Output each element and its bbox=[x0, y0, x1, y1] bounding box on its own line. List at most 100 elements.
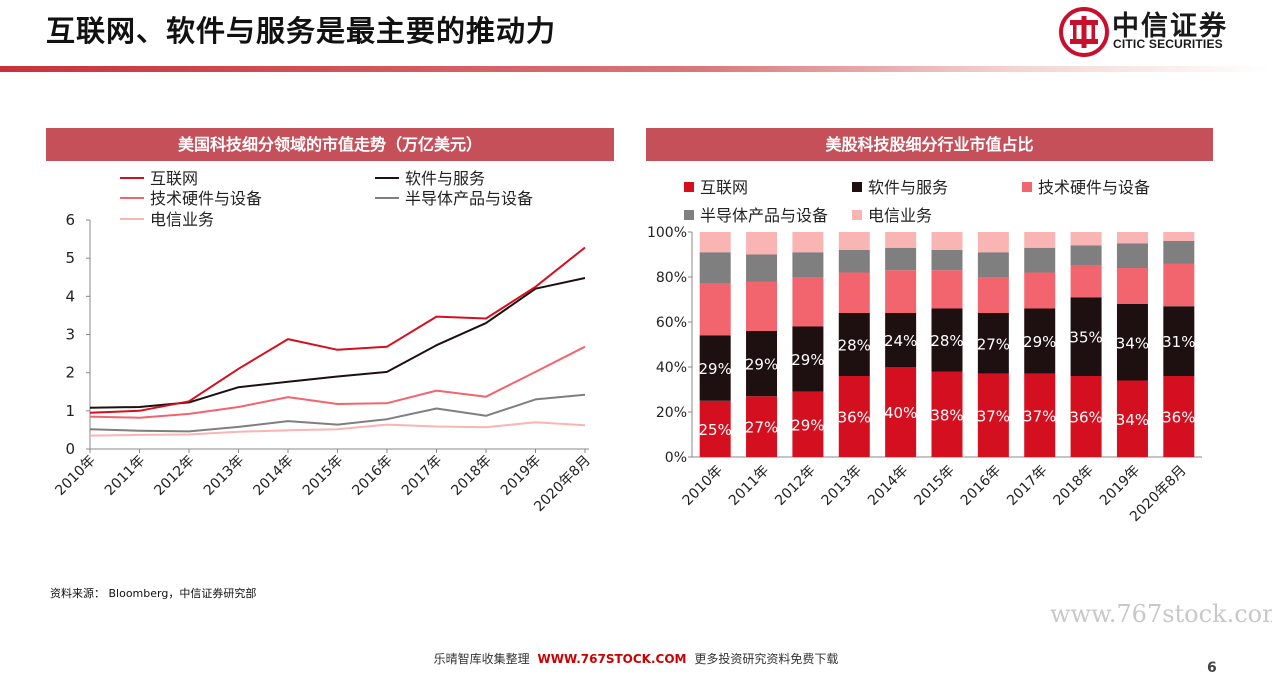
bar-segment bbox=[1116, 380, 1148, 457]
data-label: 36% bbox=[1069, 409, 1102, 427]
series-line bbox=[89, 246, 586, 414]
data-label: 29% bbox=[745, 356, 778, 374]
citic-logo: 中信证券 CITIC SECURITIES bbox=[1058, 4, 1248, 60]
y-tick-label: 0% bbox=[665, 450, 687, 466]
bar-segment bbox=[699, 232, 731, 253]
bar-segment bbox=[1070, 232, 1102, 246]
x-tick-label: 2018年 bbox=[1051, 463, 1097, 509]
series-line bbox=[89, 345, 586, 419]
logo-english-name: CITIC SECURITIES bbox=[1113, 37, 1223, 51]
data-label: 37% bbox=[977, 407, 1010, 425]
bar-segment bbox=[838, 232, 870, 250]
data-label: 28% bbox=[930, 332, 963, 350]
x-tick-label: 2013年 bbox=[201, 453, 247, 499]
bar-segment bbox=[885, 247, 917, 271]
bar-segment bbox=[1163, 232, 1195, 241]
bar-segment bbox=[746, 331, 778, 397]
right-chart-title: 美股科技股细分行业市值占比 bbox=[646, 128, 1213, 161]
source-note: 资料来源： Bloomberg，中信证券研究部 bbox=[50, 587, 257, 600]
data-label: 29% bbox=[791, 351, 824, 369]
bar-segment bbox=[746, 396, 778, 457]
y-tick-label: 2 bbox=[65, 364, 75, 382]
legend-swatch bbox=[684, 210, 694, 220]
data-label: 25% bbox=[699, 421, 732, 439]
bar-segment bbox=[792, 232, 824, 253]
data-label: 34% bbox=[1116, 334, 1149, 352]
bar-segment bbox=[1116, 304, 1148, 381]
x-tick-label: 2015年 bbox=[300, 453, 346, 499]
bar-segment bbox=[1070, 245, 1102, 266]
bar-segment bbox=[1024, 373, 1056, 457]
bar-segment bbox=[1024, 247, 1056, 273]
y-tick-label: 5 bbox=[65, 249, 75, 267]
page-title: 互联网、软件与服务是最主要的推动力 bbox=[46, 14, 557, 48]
legend-swatch bbox=[852, 210, 862, 220]
bar-segment bbox=[1163, 241, 1195, 264]
x-tick-label: 2013年 bbox=[819, 463, 865, 509]
legend-label: 半导体产品与设备 bbox=[405, 189, 533, 208]
legend-swatch bbox=[684, 182, 694, 192]
bar-segment bbox=[977, 277, 1009, 313]
bar-segment bbox=[885, 313, 917, 367]
x-tick-label: 2018年 bbox=[448, 453, 494, 499]
x-tick-label: 2012年 bbox=[772, 463, 818, 509]
data-label: 24% bbox=[884, 332, 917, 350]
x-tick-label: 2010年 bbox=[680, 463, 726, 509]
bar-segment bbox=[1116, 232, 1148, 244]
footer: 乐晴智库收集整理 WWW.767STOCK.COM 更多投资研究资料免费下载 bbox=[0, 650, 1272, 667]
y-tick-label: 80% bbox=[656, 270, 687, 286]
bar-segment bbox=[838, 313, 870, 376]
bar-segment bbox=[931, 270, 963, 309]
bar-segment bbox=[1116, 268, 1148, 304]
bar-segment bbox=[699, 335, 731, 401]
bar-segment bbox=[746, 254, 778, 282]
logo-chinese-name: 中信证券 bbox=[1112, 11, 1228, 42]
bar-segment bbox=[746, 232, 778, 255]
y-tick-label: 3 bbox=[65, 326, 75, 344]
x-tick-label: 2017年 bbox=[399, 453, 445, 499]
bar-segment bbox=[792, 277, 824, 327]
bar-segment bbox=[699, 400, 731, 457]
legend-label: 软件与服务 bbox=[405, 169, 485, 188]
x-tick-label: 2012年 bbox=[151, 453, 197, 499]
y-tick-label: 100% bbox=[647, 225, 687, 241]
legend-label: 互联网 bbox=[150, 169, 198, 188]
bar-segment bbox=[699, 283, 731, 336]
page-number: 6 bbox=[1207, 660, 1217, 676]
x-tick-label: 2016年 bbox=[958, 463, 1004, 509]
data-label: 36% bbox=[1162, 409, 1195, 427]
bar-segment bbox=[1024, 308, 1056, 374]
bar-segment bbox=[1024, 232, 1056, 248]
header-divider bbox=[0, 66, 1272, 72]
y-tick-label: 40% bbox=[656, 360, 687, 376]
bar-segment bbox=[977, 252, 1009, 277]
bar-segment bbox=[792, 252, 824, 277]
legend-label: 技术硬件与设备 bbox=[150, 189, 262, 208]
bar-segment bbox=[1024, 272, 1056, 309]
footer-site-link[interactable]: WWW.767STOCK.COM bbox=[537, 652, 687, 666]
left-chart-title: 美国科技细分领域的市值走势（万亿美元） bbox=[46, 128, 614, 161]
y-tick-label: 20% bbox=[656, 405, 687, 421]
series-line bbox=[89, 421, 586, 437]
legend-label: 电信业务 bbox=[868, 206, 932, 225]
bar-segment bbox=[792, 391, 824, 457]
bar-segment bbox=[931, 371, 963, 457]
bar-segment bbox=[792, 326, 824, 392]
bar-segment bbox=[699, 252, 731, 284]
x-tick-label: 2019年 bbox=[1097, 463, 1143, 509]
bar-segment bbox=[931, 232, 963, 250]
x-tick-label: 2011年 bbox=[102, 453, 148, 499]
bar-segment bbox=[1070, 376, 1102, 457]
x-tick-label: 2019年 bbox=[498, 453, 544, 499]
legend-label: 半导体产品与设备 bbox=[700, 206, 828, 225]
bar-segment bbox=[885, 232, 917, 248]
y-tick-label: 1 bbox=[65, 402, 75, 420]
footer-prefix: 乐晴智库收集整理 bbox=[433, 652, 530, 666]
legend-swatch bbox=[1022, 182, 1032, 192]
bar-segment bbox=[838, 250, 870, 273]
data-label: 36% bbox=[838, 409, 871, 427]
legend-label: 技术硬件与设备 bbox=[1038, 178, 1150, 197]
watermark: www.767stock.com bbox=[1050, 600, 1272, 628]
x-tick-label: 2017年 bbox=[1004, 463, 1050, 509]
